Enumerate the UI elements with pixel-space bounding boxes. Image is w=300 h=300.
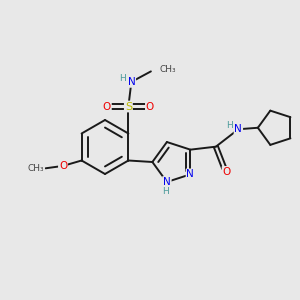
Text: H: H <box>120 74 126 83</box>
Text: O: O <box>146 101 154 112</box>
Text: N: N <box>187 169 194 179</box>
Text: O: O <box>223 167 231 177</box>
Text: S: S <box>125 101 132 112</box>
Text: N: N <box>128 77 135 87</box>
Text: CH₃: CH₃ <box>28 164 44 173</box>
Text: H: H <box>162 187 169 196</box>
Text: O: O <box>103 101 111 112</box>
Text: O: O <box>59 161 67 171</box>
Text: CH₃: CH₃ <box>159 65 176 74</box>
Text: H: H <box>226 121 233 130</box>
Text: N: N <box>235 124 242 134</box>
Text: N: N <box>163 177 171 187</box>
